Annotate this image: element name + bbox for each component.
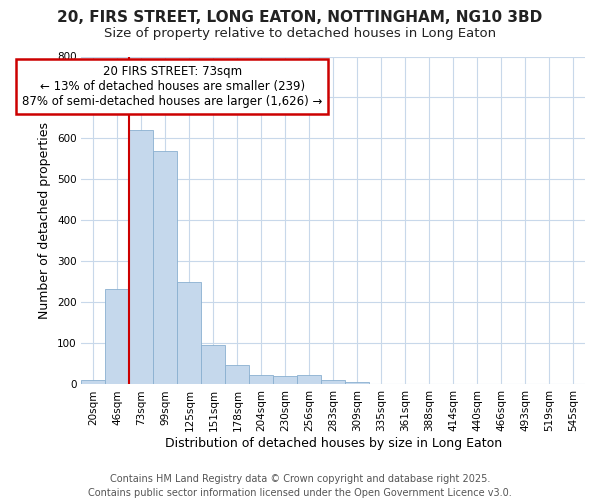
Bar [82, 380, 106, 384]
Text: Contains HM Land Registry data © Crown copyright and database right 2025.
Contai: Contains HM Land Registry data © Crown c… [88, 474, 512, 498]
Bar [274, 376, 297, 384]
Bar [202, 344, 226, 385]
Bar [297, 376, 321, 384]
Text: 20, FIRS STREET, LONG EATON, NOTTINGHAM, NG10 3BD: 20, FIRS STREET, LONG EATON, NOTTINGHAM,… [58, 10, 542, 25]
Bar [345, 382, 369, 384]
Bar [250, 376, 274, 384]
X-axis label: Distribution of detached houses by size in Long Eaton: Distribution of detached houses by size … [164, 437, 502, 450]
Text: 20 FIRS STREET: 73sqm
← 13% of detached houses are smaller (239)
87% of semi-det: 20 FIRS STREET: 73sqm ← 13% of detached … [22, 64, 322, 108]
Y-axis label: Number of detached properties: Number of detached properties [38, 122, 52, 319]
Bar [106, 289, 130, 384]
Bar [178, 282, 202, 384]
Bar [226, 365, 250, 384]
Text: Size of property relative to detached houses in Long Eaton: Size of property relative to detached ho… [104, 28, 496, 40]
Bar [154, 151, 178, 384]
Bar [321, 380, 345, 384]
Bar [130, 130, 154, 384]
